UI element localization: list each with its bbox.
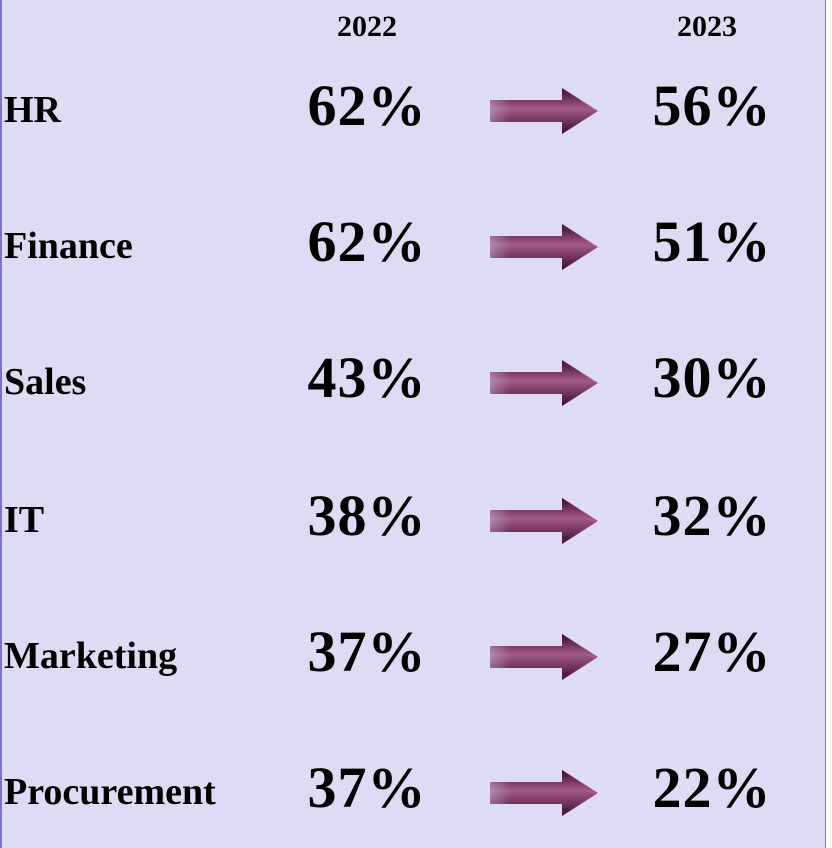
right-arrow-icon bbox=[490, 498, 598, 544]
row-hr: HR 62% 56% bbox=[2, 64, 828, 164]
row-label: Finance bbox=[4, 225, 133, 267]
row-marketing: Marketing 37% 27% bbox=[2, 610, 828, 710]
value-2023: 51% bbox=[652, 209, 772, 274]
value-2023: 30% bbox=[652, 345, 772, 410]
year-header-2022: 2022 bbox=[337, 10, 397, 43]
right-arrow-icon bbox=[490, 224, 598, 270]
right-arrow-icon bbox=[490, 88, 598, 134]
row-label: Marketing bbox=[4, 635, 178, 677]
value-2023: 32% bbox=[652, 483, 772, 548]
value-2022: 37% bbox=[307, 619, 427, 684]
value-2023: 22% bbox=[652, 755, 772, 820]
row-sales: Sales 43% 30% bbox=[2, 336, 828, 436]
value-2022: 37% bbox=[307, 755, 427, 820]
value-2023: 27% bbox=[652, 619, 772, 684]
row-label: Procurement bbox=[4, 771, 216, 813]
right-arrow-icon bbox=[490, 360, 598, 406]
value-2022: 62% bbox=[307, 209, 427, 274]
row-it: IT 38% 32% bbox=[2, 474, 828, 574]
value-2023: 56% bbox=[652, 73, 772, 138]
row-label: Sales bbox=[4, 361, 87, 403]
row-procurement: Procurement 37% 22% bbox=[2, 746, 828, 846]
value-2022: 62% bbox=[307, 73, 427, 138]
corner-notch bbox=[826, 808, 832, 848]
row-finance: Finance 62% 51% bbox=[2, 200, 828, 300]
year-header-2023: 2023 bbox=[677, 10, 737, 43]
value-2022: 43% bbox=[307, 345, 427, 410]
row-label: HR bbox=[4, 89, 61, 131]
value-2022: 38% bbox=[307, 483, 427, 548]
right-arrow-icon bbox=[490, 634, 598, 680]
row-label: IT bbox=[4, 499, 45, 541]
right-arrow-icon bbox=[490, 770, 598, 816]
